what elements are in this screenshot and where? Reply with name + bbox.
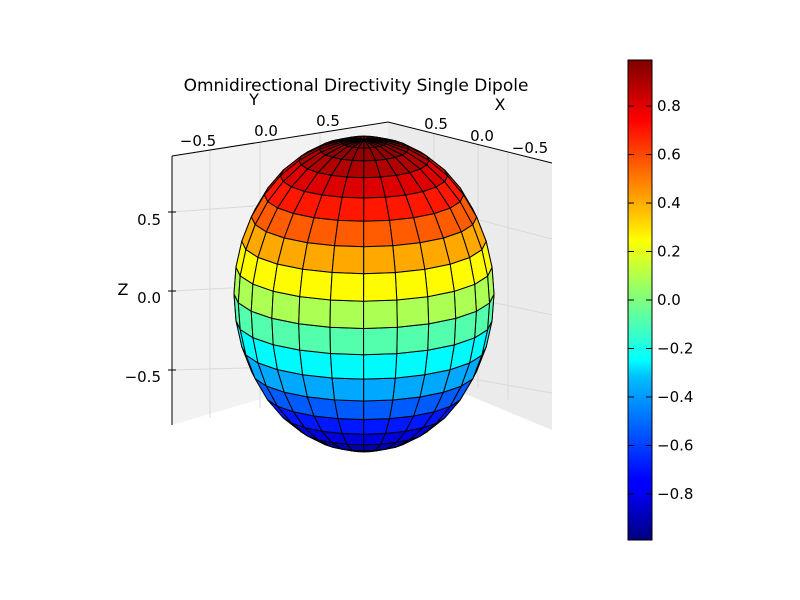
surface-patch [363, 377, 396, 402]
surface-patch [396, 296, 430, 328]
x-tick-label: −0.5 [512, 139, 548, 157]
surface-patch [329, 352, 365, 380]
colorbar-tick-label: 0.4 [657, 194, 681, 212]
surface-patch [394, 268, 429, 301]
z-tick-label: 0.0 [137, 289, 161, 307]
surface-patch [392, 242, 426, 274]
surface-patch [329, 271, 365, 302]
surface-patch [334, 219, 365, 248]
colorbar-tick-label: 0.8 [657, 97, 681, 115]
colorbar-ticks: 0.8 0.6 0.4 0.2 0.0 −0.2 −0.4 −0.6 −0.8 [628, 97, 693, 503]
surface-patch [363, 196, 391, 222]
y-tick-label: 0.0 [254, 122, 278, 140]
surface-patch [392, 374, 426, 401]
surface-patch [396, 323, 430, 355]
surface-patch [298, 323, 332, 355]
y-tick-label: 0.5 [316, 112, 340, 130]
surface-patch [363, 353, 398, 380]
y-ticks: −0.5 0.0 0.5 [180, 112, 340, 150]
surface-patch [337, 418, 365, 435]
y-axis-line [171, 121, 389, 157]
surface-patch [363, 245, 396, 275]
x-ticks: 0.5 0.0 −0.5 [424, 115, 548, 157]
surface-patch [301, 374, 336, 401]
surface-patch [331, 377, 365, 402]
colorbar-tick-label: −0.2 [657, 339, 693, 357]
chart-title: Omnidirectional Directivity Single Dipol… [184, 76, 529, 96]
surface-patch [363, 399, 394, 421]
sphere-surface [233, 135, 495, 453]
colorbar: 0.8 0.6 0.4 0.2 0.0 −0.2 −0.4 −0.6 −0.8 [627, 59, 693, 541]
colorbar-tick-label: −0.8 [657, 485, 693, 503]
surface-patch [302, 242, 336, 274]
surface-patch [363, 418, 391, 435]
surface-patch [298, 296, 332, 328]
z-tick-label: −0.5 [125, 368, 161, 386]
x-axis-label: X [495, 95, 506, 114]
colorbar-tick-label: −0.4 [657, 388, 693, 406]
colorbar-tick-label: 0.2 [657, 243, 681, 261]
z-tick-label: 0.5 [137, 211, 161, 229]
x-tick-label: 0.5 [424, 115, 448, 133]
z-ticks: 0.5 0.0 −0.5 [125, 211, 176, 386]
surface-patch [363, 299, 398, 330]
surface-patch [299, 349, 333, 379]
x-axis-line [387, 121, 553, 164]
y-axis-label: Y [248, 90, 259, 109]
surface-patch [394, 349, 429, 379]
surface-patch [272, 263, 304, 298]
colorbar-tick-label: 0.0 [657, 291, 681, 309]
surface-patch [333, 399, 365, 421]
surface-patch [363, 326, 398, 356]
x-tick-label: 0.0 [470, 127, 494, 145]
colorbar-tick-label: 0.6 [657, 146, 681, 164]
surface-patch [331, 245, 365, 275]
surface-patch [329, 299, 365, 330]
surface-patch [363, 272, 398, 302]
surface-patch [363, 219, 394, 248]
z-axis-label: Z [118, 280, 129, 299]
surface-patch [337, 196, 365, 222]
surface-patch [299, 268, 333, 301]
surface-patch [329, 326, 365, 356]
surface-patch [424, 263, 455, 298]
y-tick-label: −0.5 [180, 132, 216, 150]
colorbar-tick-label: −0.6 [657, 436, 693, 454]
